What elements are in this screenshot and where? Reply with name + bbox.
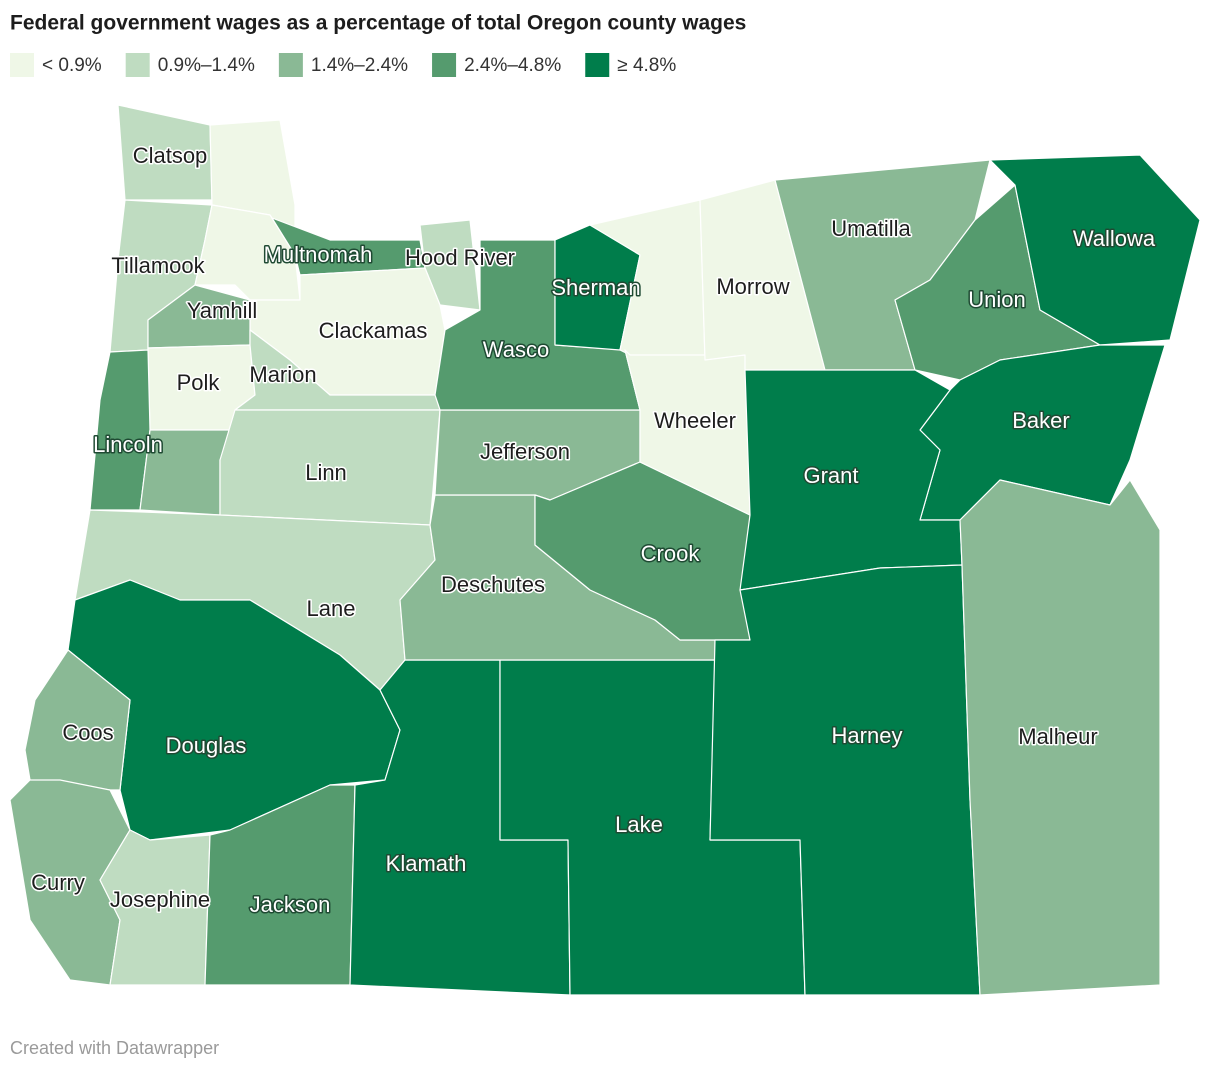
county-label: Wasco (483, 337, 549, 362)
legend-label: 0.9%–1.4% (158, 55, 255, 76)
county-label: Morrow (716, 274, 789, 299)
county (959, 479, 1161, 996)
county-label: Josephine (110, 887, 210, 912)
county-label: Klamath (386, 851, 467, 876)
county-label: Lake (615, 812, 663, 837)
county-label: Yamhill (187, 298, 258, 323)
legend-swatch (125, 53, 150, 77)
map-title: Federal government wages as a percentage… (10, 12, 746, 35)
legend-label: ≥ 4.8% (617, 55, 676, 76)
county-label: Coos (62, 720, 113, 745)
county-label: Lincoln (93, 432, 163, 457)
county (99, 829, 211, 986)
county-label: Umatilla (831, 216, 911, 241)
footer: Created with Datawrapper (10, 1038, 219, 1058)
legend-swatch (278, 53, 303, 77)
county-label: Multnomah (264, 242, 373, 267)
county-label: Hood River (405, 245, 515, 270)
county-label: Deschutes (441, 572, 545, 597)
legend-swatch (432, 53, 457, 77)
county (709, 564, 981, 996)
county-label: Polk (177, 370, 221, 395)
county-label: Tillamook (111, 253, 205, 278)
county-label: Jefferson (480, 439, 570, 464)
legend-swatch (10, 53, 34, 77)
legend-label: 2.4%–4.8% (464, 55, 561, 76)
county-label: Clatsop (133, 143, 208, 168)
county-label: Marion (249, 362, 316, 387)
county-label: Wheeler (654, 408, 736, 433)
county-label: Lane (307, 596, 356, 621)
county-label: Sherman (551, 275, 640, 300)
county (89, 349, 151, 511)
county-label: Jackson (250, 892, 331, 917)
legend-label: 1.4%–2.4% (311, 55, 408, 76)
county-label: Crook (641, 541, 701, 566)
legend: < 0.9% 0.9%–1.4% 1.4%–2.4% 2.4%–4.8% ≥ 4.8% (10, 53, 676, 77)
legend-swatch (585, 53, 610, 77)
counties (9, 104, 1201, 996)
county-label: Baker (1012, 408, 1069, 433)
county-label: Malheur (1018, 724, 1097, 749)
legend-label: < 0.9% (42, 55, 102, 76)
county (419, 219, 481, 311)
county-label: Curry (31, 870, 85, 895)
county-label: Grant (803, 463, 858, 488)
county-label: Linn (305, 460, 347, 485)
county-label: Harney (832, 723, 903, 748)
county (989, 154, 1201, 346)
county-label: Douglas (166, 733, 247, 758)
county-label: Union (968, 287, 1025, 312)
county-label: Clackamas (319, 318, 428, 343)
county-labels: Clatsop Tillamook Multnomah Hood River Clack… (30, 141, 1158, 918)
county-label: Wallowa (1073, 226, 1156, 251)
